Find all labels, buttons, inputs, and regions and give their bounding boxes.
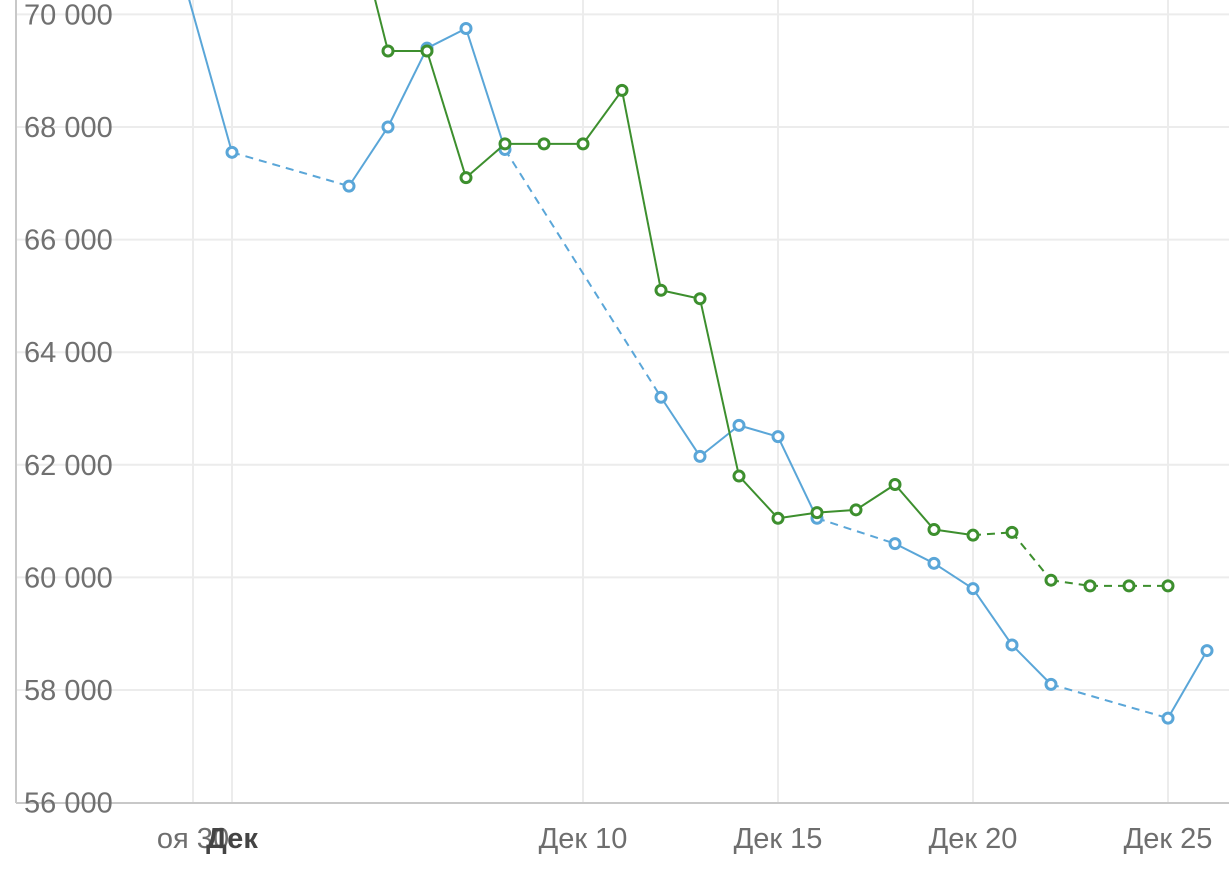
series-segment: [816, 508, 857, 514]
data-point[interactable]: [225, 145, 239, 159]
series-segment: [699, 298, 740, 477]
series-segment: [231, 151, 350, 188]
series-segment: [426, 27, 467, 50]
y-tick-label: 66 000: [24, 225, 113, 257]
series-layer: [188, 0, 1214, 725]
data-point[interactable]: [966, 528, 980, 542]
series-1: [188, 0, 1214, 725]
data-point[interactable]: [498, 137, 512, 151]
y-tick-label: 70 000: [24, 0, 113, 31]
data-point[interactable]: [381, 44, 395, 58]
y-tick-label: 58 000: [24, 675, 113, 707]
x-tick-label: оя 30: [157, 823, 229, 855]
data-point[interactable]: [1122, 579, 1136, 593]
series-segment: [816, 517, 896, 545]
series-segment: [660, 396, 701, 457]
data-point[interactable]: [615, 83, 629, 97]
data-point[interactable]: [537, 137, 551, 151]
y-tick-label: 62 000: [24, 450, 113, 482]
x-tick-label: Дек 25: [1124, 823, 1213, 855]
data-point[interactable]: [1044, 677, 1058, 691]
tick-labels: 56 000 58 000 60 000 62 000 64 000 66 000 68 0…: [24, 0, 1213, 855]
data-point[interactable]: [381, 120, 395, 134]
series-segment: [777, 511, 818, 520]
data-point[interactable]: [654, 283, 668, 297]
data-point[interactable]: [771, 511, 785, 525]
series-2: [374, 0, 1175, 593]
x-tick-label: Дек 15: [734, 823, 823, 855]
series-segment: [738, 424, 779, 438]
series-segment: [894, 483, 935, 531]
data-point[interactable]: [1044, 573, 1058, 587]
series-segment: [738, 475, 779, 519]
data-point[interactable]: [1200, 644, 1214, 658]
series-segment: [1011, 531, 1052, 581]
y-tick-label: 60 000: [24, 562, 113, 594]
data-point[interactable]: [459, 171, 473, 185]
data-point[interactable]: [1083, 579, 1097, 593]
series-segment: [188, 0, 233, 153]
data-point[interactable]: [927, 523, 941, 537]
series-segment: [933, 528, 974, 537]
data-point[interactable]: [888, 478, 902, 492]
data-point[interactable]: [693, 292, 707, 306]
series-segment: [933, 562, 974, 590]
data-point[interactable]: [1161, 579, 1175, 593]
x-tick-label: Дек: [206, 823, 258, 855]
series-segment: [660, 289, 701, 300]
series-segment: [426, 50, 467, 178]
series-segment: [1011, 644, 1052, 686]
series-segment: [465, 28, 506, 150]
series-segment: [504, 148, 662, 398]
series-segment: [621, 90, 662, 291]
x-tick-label: Дек 20: [929, 823, 1018, 855]
series-segment: [1050, 579, 1091, 587]
data-point[interactable]: [1005, 525, 1019, 539]
data-point[interactable]: [732, 469, 746, 483]
series-segment: [582, 89, 623, 145]
data-point[interactable]: [693, 449, 707, 463]
data-point[interactable]: [1161, 711, 1175, 725]
series-segment: [894, 542, 935, 565]
data-point[interactable]: [810, 506, 824, 520]
data-point[interactable]: [654, 390, 668, 404]
series-segment: [374, 0, 389, 52]
data-point[interactable]: [771, 430, 785, 444]
grid: [16, 0, 1229, 803]
y-tick-label: 68 000: [24, 112, 113, 144]
series-segment: [855, 483, 896, 511]
data-point[interactable]: [849, 503, 863, 517]
data-point[interactable]: [420, 44, 434, 58]
series-segment: [777, 436, 818, 519]
data-point[interactable]: [459, 21, 473, 35]
y-tick-label: 56 000: [24, 788, 113, 820]
data-point[interactable]: [888, 537, 902, 551]
data-point[interactable]: [342, 179, 356, 193]
series-segment: [972, 588, 1013, 646]
x-tick-label: Дек 10: [539, 823, 628, 855]
axes: [15, 0, 1229, 804]
data-point[interactable]: [1005, 638, 1019, 652]
series-segment: [387, 47, 428, 128]
y-tick-label: 64 000: [24, 337, 113, 369]
series-segment: [1050, 683, 1169, 720]
data-point[interactable]: [927, 556, 941, 570]
data-point[interactable]: [966, 582, 980, 596]
series-segment: [465, 143, 506, 179]
series-segment: [972, 531, 1013, 537]
data-point[interactable]: [576, 137, 590, 151]
series-segment: [348, 126, 389, 187]
series-segment: [699, 424, 740, 458]
data-point[interactable]: [732, 418, 746, 432]
series-segment: [1167, 650, 1208, 719]
